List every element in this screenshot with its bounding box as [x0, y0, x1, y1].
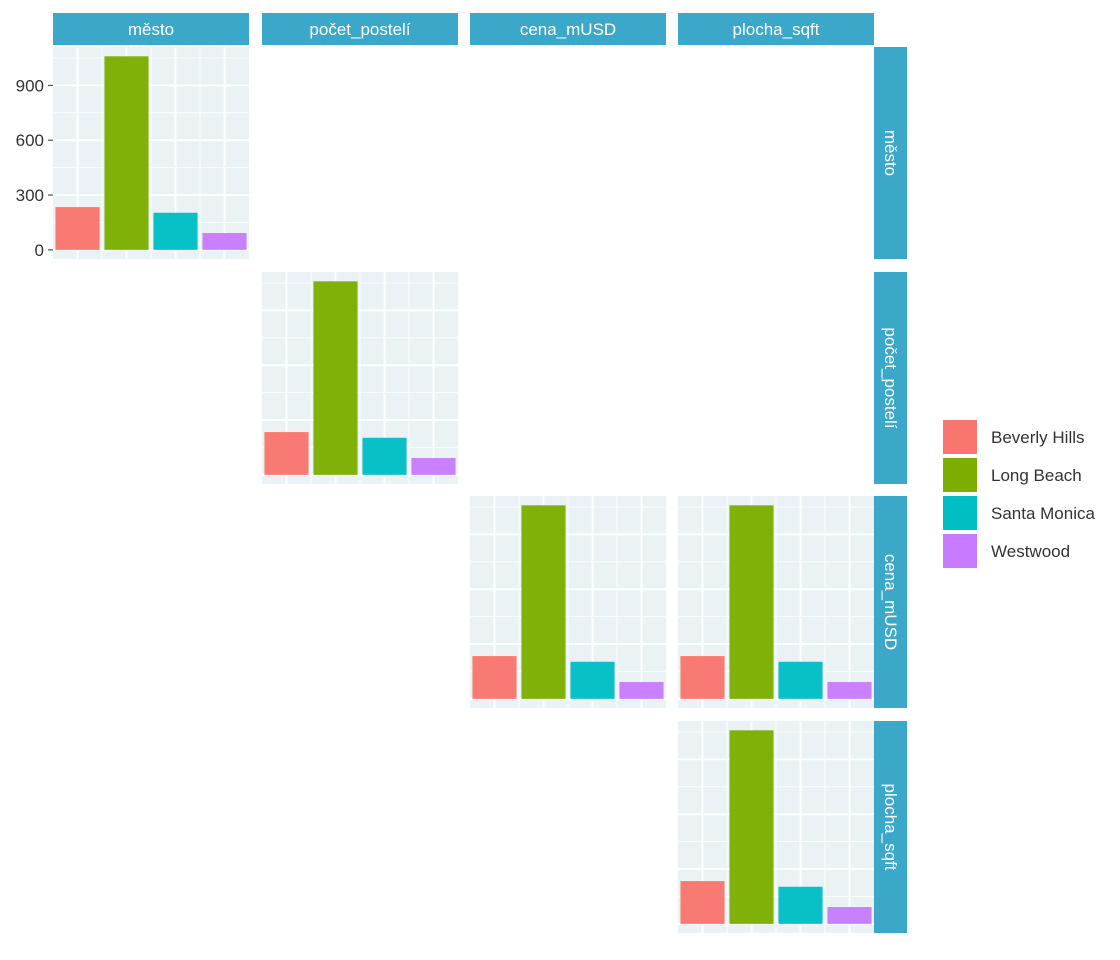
y-tick-label: 300 — [16, 186, 44, 205]
y-tick-label: 900 — [16, 76, 44, 95]
row-strip-cena-musd — [874, 496, 907, 708]
legend-label-westwood: Westwood — [991, 542, 1070, 561]
bar-long-beach — [313, 281, 358, 475]
bar-beverly-hills — [264, 432, 309, 475]
column-strip-label: město — [128, 20, 174, 39]
panel-cena-musd-plocha-sqft — [678, 496, 874, 708]
column-strips: město počet_postelí cena_mUSD plocha_sqft — [53, 13, 874, 45]
bar-beverly-hills — [680, 881, 725, 924]
row-strip-pocet-posteli — [874, 272, 907, 484]
y-tick-label: 600 — [16, 131, 44, 150]
column-strip-plocha-sqft — [678, 13, 874, 45]
legend-key-long-beach — [943, 458, 977, 492]
bar-santa-monica — [778, 661, 823, 699]
panel-mesto-mesto — [53, 47, 249, 259]
column-strip-label: cena_mUSD — [520, 20, 616, 39]
legend-label-long-beach: Long Beach — [991, 466, 1082, 485]
bar-santa-monica — [570, 661, 615, 699]
column-strip-cena-musd — [470, 13, 666, 45]
panels — [53, 47, 874, 933]
row-strip-label: plocha_sqft — [881, 784, 900, 871]
row-strip-label: město — [881, 130, 900, 176]
panel-plocha-sqft-plocha-sqft — [678, 721, 874, 933]
bar-long-beach — [729, 730, 774, 924]
legend-label-beverly-hills: Beverly Hills — [991, 428, 1085, 447]
bar-westwood — [619, 682, 664, 699]
row-strip-label: počet_postelí — [881, 327, 900, 428]
panel-cena-musd-cena-musd — [470, 496, 666, 708]
bar-beverly-hills — [55, 207, 100, 250]
bar-santa-monica — [778, 886, 823, 924]
column-strip-mesto — [53, 13, 249, 45]
row-strip-plocha-sqft — [874, 721, 907, 933]
column-strip-label: počet_postelí — [309, 20, 410, 39]
bar-long-beach — [729, 505, 774, 699]
bar-westwood — [411, 458, 456, 475]
column-strip-pocet-posteli — [262, 13, 458, 45]
y-axis: 0 300 600 900 — [16, 76, 53, 260]
bar-long-beach — [104, 56, 149, 250]
row-strip-label: cena_mUSD — [881, 554, 900, 650]
column-strip-label: plocha_sqft — [733, 20, 820, 39]
bar-westwood — [827, 682, 872, 699]
bar-santa-monica — [153, 212, 198, 250]
bar-beverly-hills — [472, 656, 517, 699]
y-tick-label: 0 — [35, 241, 44, 260]
row-strip-mesto — [874, 47, 907, 259]
legend: Beverly Hills Long Beach Santa Monica Westw… — [943, 420, 1095, 568]
legend-key-santa-monica — [943, 496, 977, 530]
bar-beverly-hills — [680, 656, 725, 699]
panel-pocet-posteli-pocet-posteli — [262, 272, 458, 484]
legend-label-santa-monica: Santa Monica — [991, 504, 1095, 523]
legend-key-beverly-hills — [943, 420, 977, 454]
bar-long-beach — [521, 505, 566, 699]
bar-santa-monica — [362, 437, 407, 475]
legend-key-westwood — [943, 534, 977, 568]
bar-westwood — [202, 233, 247, 250]
bar-westwood — [827, 907, 872, 924]
row-strips: město počet_postelí cena_mUSD plocha_sqft — [874, 47, 907, 933]
